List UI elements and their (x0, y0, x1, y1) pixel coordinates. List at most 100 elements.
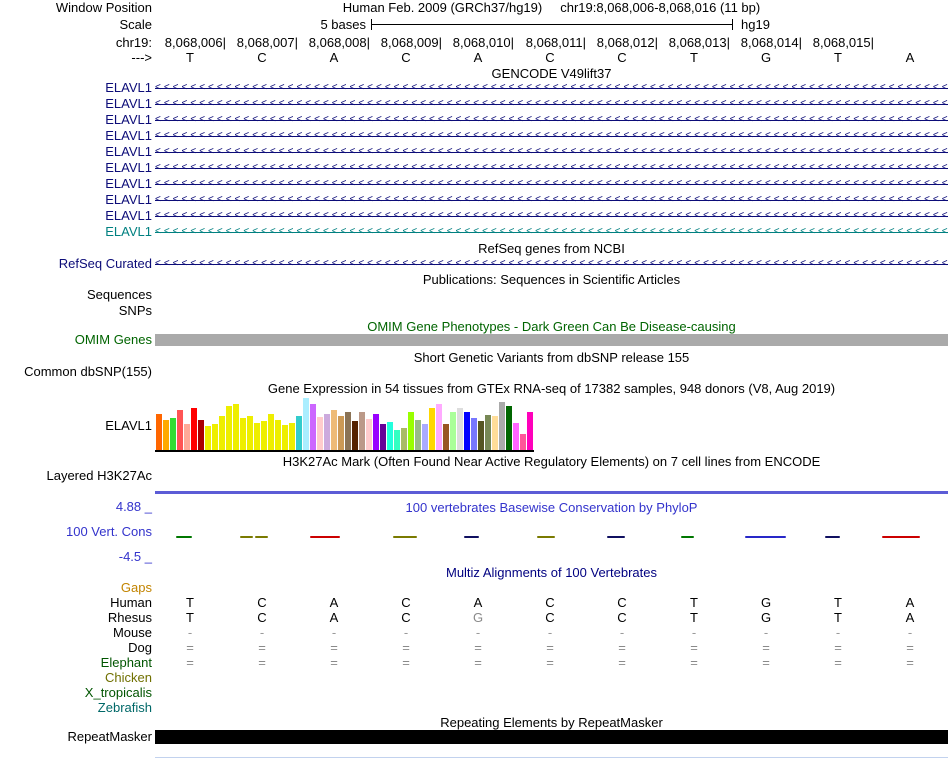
multiz-alignment-base[interactable]: = (186, 655, 194, 670)
track-label-sequences[interactable]: Sequences (86, 287, 152, 302)
multiz-alignment-base[interactable]: = (474, 655, 482, 670)
gtex-expression-bar[interactable] (310, 404, 316, 450)
gene-label-elavl1[interactable]: ELAVL1 (105, 112, 152, 127)
phylop-wiggle-mark[interactable] (882, 536, 920, 538)
track-label-repeatmasker[interactable]: RepeatMasker (67, 729, 152, 744)
multiz-alignment-base[interactable]: G (760, 595, 772, 610)
gtex-expression-bar[interactable] (289, 423, 295, 450)
gene-label-elavl1[interactable]: ELAVL1 (105, 224, 152, 239)
gtex-expression-bar[interactable] (170, 418, 176, 450)
multiz-alignment-base[interactable]: = (546, 655, 554, 670)
multiz-alignment-base[interactable]: = (258, 655, 266, 670)
phylop-wiggle-mark[interactable] (255, 536, 268, 538)
multiz-alignment-base[interactable]: = (762, 655, 770, 670)
gene-exon-line[interactable] (155, 88, 948, 89)
track-label-refseq-curated[interactable]: RefSeq Curated (58, 256, 152, 271)
multiz-alignment-base[interactable]: - (619, 625, 625, 640)
gtex-expression-bar[interactable] (492, 416, 498, 450)
gtex-expression-bar[interactable] (177, 410, 183, 450)
gene-exon-line[interactable] (155, 184, 948, 185)
gtex-expression-bar[interactable] (359, 412, 365, 450)
multiz-species-label-rhesus[interactable]: Rhesus (107, 610, 152, 625)
phylop-wiggle-mark[interactable] (310, 536, 340, 538)
gtex-expression-bar[interactable] (247, 416, 253, 450)
gtex-expression-bar[interactable] (317, 417, 323, 450)
multiz-alignment-base[interactable]: T (834, 610, 842, 625)
multiz-alignment-base[interactable]: = (618, 640, 626, 655)
repeatmasker-bar[interactable] (155, 730, 948, 744)
gene-intron-arrows[interactable]: <<<<<<<<<<<<<<<<<<<<<<<<<<<<<<<<<<<<<<<<… (155, 130, 948, 141)
multiz-alignment-base[interactable]: - (475, 625, 481, 640)
multiz-alignment-base[interactable]: T (690, 610, 698, 625)
gtex-expression-bar[interactable] (366, 419, 372, 450)
multiz-species-label-zebrafish[interactable]: Zebrafish (97, 700, 152, 715)
gtex-expression-bar[interactable] (380, 424, 386, 450)
multiz-alignment-base[interactable]: = (402, 640, 410, 655)
multiz-alignment-base[interactable]: - (331, 625, 337, 640)
multiz-alignment-base[interactable]: = (258, 640, 266, 655)
gtex-expression-bar[interactable] (324, 414, 330, 450)
multiz-alignment-base[interactable]: - (835, 625, 841, 640)
gtex-expression-bar[interactable] (408, 412, 414, 450)
gene-intron-arrows[interactable]: <<<<<<<<<<<<<<<<<<<<<<<<<<<<<<<<<<<<<<<<… (155, 226, 948, 237)
gtex-expression-bar[interactable] (520, 434, 526, 450)
gtex-expression-bar[interactable] (464, 412, 470, 450)
multiz-species-label-gaps[interactable]: Gaps (120, 580, 152, 595)
gene-exon-line[interactable] (155, 152, 948, 153)
phylop-wiggle-mark[interactable] (607, 536, 625, 538)
multiz-alignment-base[interactable]: C (401, 610, 411, 625)
gene-label-elavl1[interactable]: ELAVL1 (105, 208, 152, 223)
multiz-alignment-base[interactable]: C (401, 595, 411, 610)
multiz-alignment-base[interactable]: - (547, 625, 553, 640)
gene-exon-line[interactable] (155, 168, 948, 169)
gene-label-elavl1[interactable]: ELAVL1 (105, 160, 152, 175)
gene-exon-line[interactable] (155, 120, 948, 121)
gtex-expression-bar[interactable] (499, 402, 505, 450)
multiz-alignment-base[interactable]: T (186, 610, 194, 625)
gtex-expression-bar[interactable] (471, 418, 477, 450)
track-label-gtex-gene[interactable]: ELAVL1 (105, 418, 152, 433)
gtex-expression-bar[interactable] (275, 420, 281, 450)
gtex-expression-bar[interactable] (254, 423, 260, 450)
multiz-alignment-base[interactable]: = (618, 655, 626, 670)
gene-intron-arrows[interactable]: <<<<<<<<<<<<<<<<<<<<<<<<<<<<<<<<<<<<<<<<… (155, 162, 948, 173)
phylop-wiggle-mark[interactable] (537, 536, 555, 538)
multiz-alignment-base[interactable]: - (907, 625, 913, 640)
gtex-expression-bar[interactable] (261, 421, 267, 450)
multiz-alignment-base[interactable]: A (329, 595, 339, 610)
gtex-expression-bar[interactable] (513, 423, 519, 450)
multiz-alignment-base[interactable]: = (762, 640, 770, 655)
gtex-expression-bar[interactable] (387, 422, 393, 450)
gtex-expression-bar[interactable] (422, 424, 428, 450)
gtex-expression-bar[interactable] (401, 428, 407, 450)
multiz-alignment-base[interactable]: - (403, 625, 409, 640)
gene-intron-arrows[interactable]: <<<<<<<<<<<<<<<<<<<<<<<<<<<<<<<<<<<<<<<<… (155, 98, 948, 109)
phylop-wiggle-mark[interactable] (464, 536, 479, 538)
gene-intron-arrows[interactable]: <<<<<<<<<<<<<<<<<<<<<<<<<<<<<<<<<<<<<<<<… (155, 82, 948, 93)
multiz-alignment-base[interactable]: = (834, 655, 842, 670)
gene-exon-line[interactable] (155, 200, 948, 201)
gene-exon-line[interactable] (155, 216, 948, 217)
gtex-expression-bar[interactable] (303, 398, 309, 450)
gene-label-elavl1[interactable]: ELAVL1 (105, 144, 152, 159)
phylop-wiggle-mark[interactable] (393, 536, 417, 538)
multiz-alignment-base[interactable]: = (906, 655, 914, 670)
multiz-alignment-base[interactable]: - (187, 625, 193, 640)
phylop-wiggle-mark[interactable] (176, 536, 192, 538)
gtex-expression-bar[interactable] (527, 412, 533, 450)
multiz-alignment-base[interactable]: C (257, 610, 267, 625)
gtex-expression-bar[interactable] (331, 410, 337, 450)
multiz-alignment-base[interactable]: T (690, 595, 698, 610)
multiz-alignment-base[interactable]: C (257, 595, 267, 610)
gtex-expression-bar[interactable] (429, 408, 435, 450)
gene-exon-line[interactable] (155, 232, 948, 233)
gtex-expression-bar[interactable] (282, 425, 288, 450)
multiz-species-label-mouse[interactable]: Mouse (112, 625, 152, 640)
gtex-expression-bar[interactable] (352, 421, 358, 450)
gene-intron-arrows[interactable]: <<<<<<<<<<<<<<<<<<<<<<<<<<<<<<<<<<<<<<<<… (155, 210, 948, 221)
multiz-alignment-base[interactable]: C (617, 595, 627, 610)
gene-label-elavl1[interactable]: ELAVL1 (105, 192, 152, 207)
gtex-expression-bar[interactable] (506, 406, 512, 450)
track-label-common-dbsnp[interactable]: Common dbSNP(155) (24, 364, 152, 379)
multiz-alignment-base[interactable]: = (690, 640, 698, 655)
